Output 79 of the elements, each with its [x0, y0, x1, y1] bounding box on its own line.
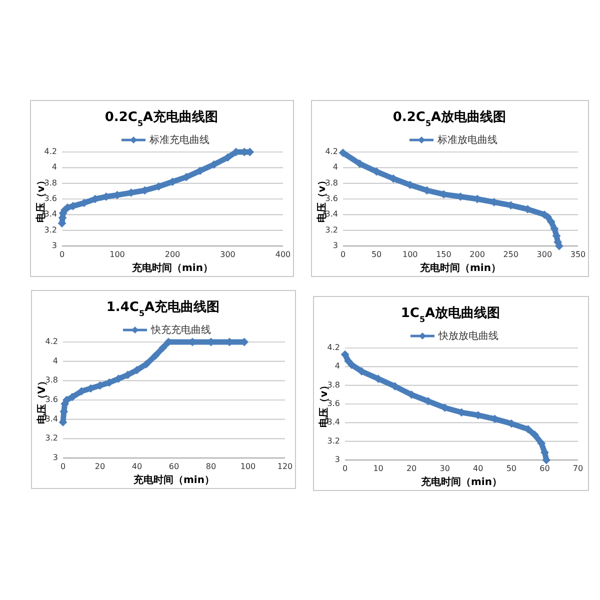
y-tick-label: 3.2 — [44, 226, 57, 235]
y-tick-label: 3.6 — [45, 395, 58, 404]
y-tick-label: 3.2 — [325, 226, 338, 235]
y-tick-label: 3.6 — [44, 194, 57, 204]
x-axis-title: 充电时间（min） — [132, 474, 214, 486]
y-tick-label: 4 — [332, 162, 338, 172]
legend-label: 标准充电曲线 — [148, 134, 210, 146]
y-tick-label: 3.2 — [45, 434, 58, 443]
x-tick-label: 250 — [503, 250, 518, 259]
x-tick-label: 300 — [536, 250, 552, 259]
y-tick-label: 3.8 — [327, 380, 340, 390]
y-tick-label: 3 — [52, 241, 57, 250]
point — [142, 360, 150, 368]
y-tick-label: 3.8 — [45, 376, 58, 385]
x-tick-label: 50 — [506, 464, 517, 473]
x-tick-label: 100 — [240, 462, 256, 471]
y-tick-label: 3.4 — [327, 418, 340, 427]
x-tick-label: 60 — [540, 464, 550, 473]
point — [530, 430, 539, 439]
y-tick-label: 3.6 — [327, 399, 340, 408]
legend: 标准放电曲线 — [410, 134, 498, 146]
x-tick-label: 30 — [440, 464, 450, 473]
x-tick-label: 120 — [277, 462, 293, 471]
x-tick-label: 10 — [373, 464, 384, 473]
y-tick-label: 4.2 — [45, 337, 58, 346]
y-tick-label: 4.2 — [44, 147, 57, 156]
legend-label: 快放放电曲线 — [438, 330, 498, 342]
y-tick-label: 3.8 — [325, 178, 338, 188]
x-tick-label: 0 — [342, 464, 348, 473]
x-tick-label: 0 — [59, 250, 65, 259]
y-tick-label: 3.4 — [44, 210, 57, 219]
y-tick-label: 3.2 — [327, 436, 340, 446]
legend: 标准充电曲线 — [122, 134, 210, 146]
chart-title: 1C$_{5}$A放电曲线图 — [400, 306, 500, 324]
x-axis-title: 充电时间（min） — [419, 262, 501, 274]
x-tick-label: 400 — [275, 250, 291, 259]
y-tick-label: 3 — [332, 241, 338, 250]
x-tick-label: 20 — [406, 464, 417, 473]
y-tick-label: 3.8 — [44, 178, 57, 188]
legend-label: 快充充电曲线 — [150, 324, 211, 336]
x-tick-label: 150 — [436, 250, 452, 259]
x-tick-label: 350 — [570, 250, 586, 259]
chart-title: 1.4C$_{5}$A充电曲线图 — [106, 299, 220, 318]
x-tick-label: 40 — [473, 464, 484, 473]
y-tick-label: 4 — [52, 356, 58, 366]
x-tick-label: 80 — [206, 462, 216, 471]
point — [347, 360, 356, 369]
y-tick-label: 3 — [52, 453, 58, 462]
x-tick-label: 70 — [572, 464, 584, 473]
x-tick-label: 40 — [132, 462, 142, 471]
x-tick-label: 20 — [94, 462, 106, 471]
x-tick-label: 100 — [402, 250, 418, 259]
point — [338, 148, 348, 157]
x-axis-title: 充电时间（min） — [420, 476, 502, 488]
y-tick-label: 3.4 — [45, 414, 58, 424]
y-tick-label: 4.2 — [327, 343, 340, 352]
x-tick-label: 100 — [110, 250, 125, 259]
legend: 快放放电曲线 — [410, 330, 498, 342]
x-tick-label: 0 — [60, 462, 66, 471]
x-tick-label: 0 — [340, 250, 346, 259]
chart-title: 0.2C$_{5}$A充电曲线图 — [104, 109, 218, 128]
x-tick-label: 200 — [164, 250, 180, 259]
y-tick-label: 3.6 — [325, 194, 338, 204]
y-tick-label: 4 — [334, 362, 340, 371]
x-tick-label: 50 — [371, 250, 382, 259]
point — [158, 344, 168, 352]
y-tick-label: 4.2 — [325, 147, 338, 156]
y-tick-label: 4 — [52, 162, 57, 172]
x-tick-label: 200 — [470, 250, 485, 259]
point — [68, 392, 76, 402]
x-axis-title: 充电时间（min） — [131, 262, 213, 274]
y-tick-label: 3 — [334, 455, 340, 464]
x-tick-label: 300 — [220, 250, 236, 259]
legend-label: 标准放电曲线 — [436, 134, 498, 146]
legend: 快充充电曲线 — [123, 324, 211, 336]
chart-title: 0.2C$_{5}$A放电曲线图 — [392, 110, 506, 128]
x-tick-label: 60 — [168, 462, 180, 471]
y-tick-label: 3.4 — [325, 210, 338, 219]
point — [151, 351, 160, 360]
